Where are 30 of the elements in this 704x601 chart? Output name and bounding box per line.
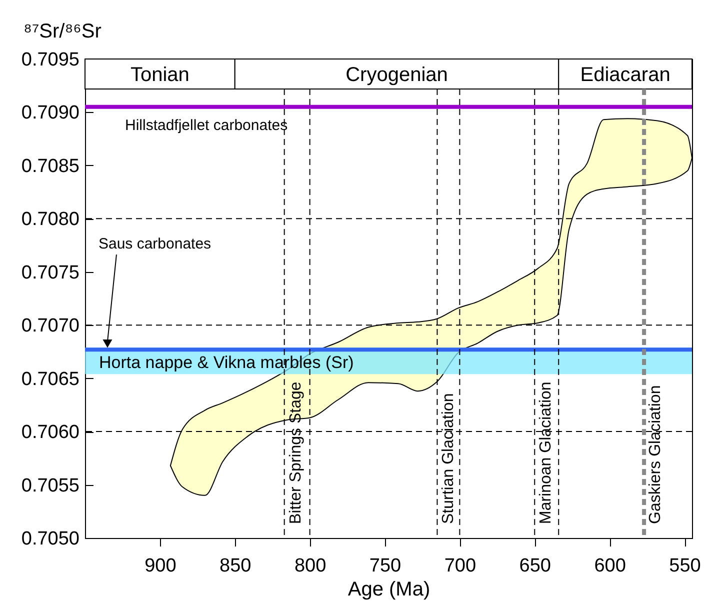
band-label: Horta nappe & Vikna marbles (Sr) xyxy=(99,352,354,372)
y-tick-label: 0.7085 xyxy=(21,156,80,177)
ref-line-label: Bitter Springs Stage xyxy=(287,382,304,524)
band-label: Ediacaran xyxy=(580,64,670,86)
x-tick-label: 650 xyxy=(519,556,551,576)
y-tick-label: 0.7065 xyxy=(21,368,80,390)
x-tick-label: 800 xyxy=(294,556,326,576)
ref-line-label: Sturtian Glaciation xyxy=(440,393,458,524)
x-tick-label: 900 xyxy=(144,556,176,576)
x-tick-label: 850 xyxy=(220,556,252,576)
ref-line-label: Gaskiers Glaciation xyxy=(647,385,664,524)
x-tick-label: 600 xyxy=(594,556,626,576)
y-tick-label: 0.7060 xyxy=(21,422,80,444)
x-axis-title: Age (Ma) xyxy=(348,578,430,600)
x-tick-label: 550 xyxy=(669,556,701,576)
y-tick-label: 0.7055 xyxy=(21,475,80,496)
x-tick-label: 700 xyxy=(444,556,476,576)
y-tick-label: 0.7095 xyxy=(21,50,80,70)
band-label: Cryogenian xyxy=(346,64,448,86)
ref-line-label: Marinoan Glaciation xyxy=(538,382,555,524)
y-tick-label: 0.7080 xyxy=(21,209,80,230)
y-tick-label: 0.7090 xyxy=(21,102,80,124)
y-tick-label: 0.7070 xyxy=(21,316,80,337)
y-axis-title: ⁸⁷Sr/⁸⁶Sr xyxy=(24,20,102,42)
band-label: Tonian xyxy=(130,64,190,86)
y-tick-label: 0.7050 xyxy=(21,528,80,550)
y-tick-label: 0.7075 xyxy=(21,262,80,284)
ref-line-label: Hillstadfjellet carbonates xyxy=(125,116,288,134)
annotation: Saus carbonates xyxy=(98,236,212,253)
x-tick-label: 750 xyxy=(369,556,402,576)
